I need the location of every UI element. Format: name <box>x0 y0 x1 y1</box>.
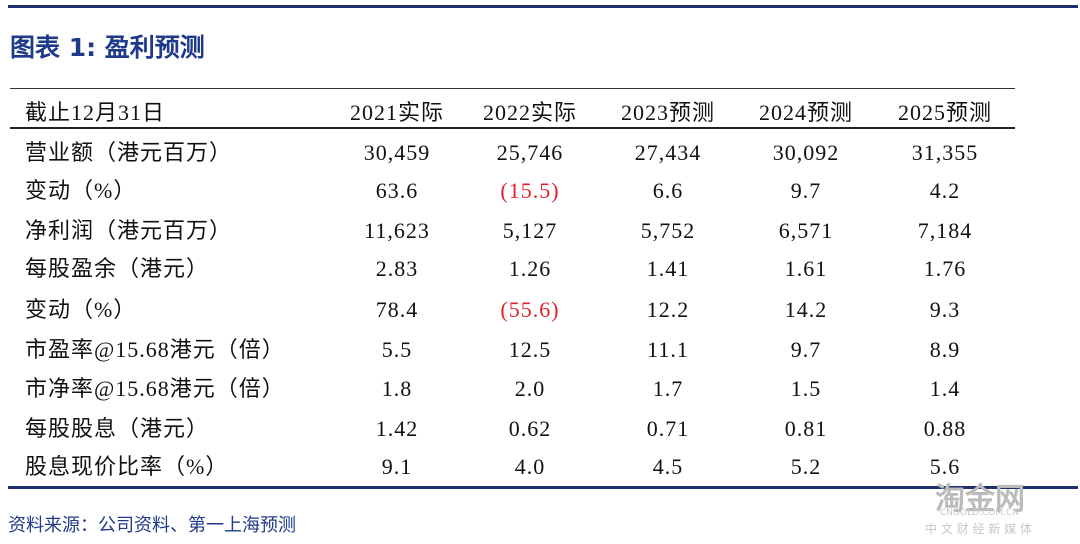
cell-value: 11.1 <box>647 337 689 362</box>
cell-value: 8.9 <box>929 337 961 362</box>
cell-value: 5.5 <box>381 337 413 362</box>
cell-value: 27,434 <box>634 140 702 165</box>
cell-value: 5,752 <box>640 218 696 243</box>
header-top-rule <box>10 88 1015 89</box>
cell-value: 14.2 <box>784 297 828 322</box>
cell-value: 0.88 <box>923 416 967 441</box>
row-label: 每股股息（港元） <box>25 416 210 441</box>
row-label: 净利润（港元百万） <box>25 218 233 243</box>
cell-value: 1.8 <box>381 376 413 401</box>
watermark-slogan: 中 文 财 经 新 媒 体 <box>925 522 1032 536</box>
cell-value: (55.6) <box>500 297 560 322</box>
cell-value: 12.5 <box>508 337 552 362</box>
cell-value: 0.71 <box>646 416 690 441</box>
column-header: 2021实际 <box>349 100 445 125</box>
column-header: 2022实际 <box>482 100 578 125</box>
cell-value: 63.6 <box>375 178 419 203</box>
column-header: 2024预测 <box>758 100 854 125</box>
watermark-domain: CNGOLD.COM.CN <box>940 508 1019 518</box>
row-label: 每股盈余（港元） <box>25 256 210 281</box>
row-label: 变动（%） <box>25 297 137 322</box>
cell-value: 78.4 <box>375 297 419 322</box>
cell-value: 12.2 <box>646 297 690 322</box>
cell-value: 9.1 <box>381 454 413 479</box>
cell-value: 1.4 <box>929 376 961 401</box>
cell-value: 1.61 <box>784 256 828 281</box>
cell-value: 31,355 <box>911 140 979 165</box>
cell-value: 0.62 <box>508 416 552 441</box>
cell-value: 4.5 <box>652 454 684 479</box>
cell-value: (15.5) <box>500 178 560 203</box>
cell-value: 1.42 <box>375 416 419 441</box>
cell-value: 9.7 <box>790 178 822 203</box>
cell-value: 1.76 <box>923 256 967 281</box>
cell-value: 30,459 <box>363 140 431 165</box>
title: 图表 1: 盈利预测 <box>10 33 205 62</box>
column-header: 2023预测 <box>620 100 716 125</box>
cell-value: 0.81 <box>784 416 828 441</box>
cell-value: 6,571 <box>778 218 834 243</box>
row-label: 市净率@15.68港元（倍） <box>25 376 285 401</box>
header-rule <box>10 127 1015 129</box>
cell-value: 1.7 <box>652 376 684 401</box>
row-label: 市盈率@15.68港元（倍） <box>25 337 285 362</box>
cell-value: 5.6 <box>929 454 961 479</box>
cell-value: 9.3 <box>929 297 961 322</box>
top-rule <box>8 5 1078 8</box>
cell-value: 2.83 <box>375 256 419 281</box>
cell-value: 6.6 <box>652 178 684 203</box>
cell-value: 4.0 <box>514 454 546 479</box>
column-header: 截止12月31日 <box>25 100 166 125</box>
watermark-name: 淘金网 <box>935 482 1025 517</box>
cell-value: 2.0 <box>514 376 546 401</box>
cell-value: 5.2 <box>790 454 822 479</box>
cell-value: 11,623 <box>364 218 430 243</box>
cell-value: 5,127 <box>502 218 558 243</box>
column-header: 2025预测 <box>897 100 993 125</box>
row-label: 营业额（港元百万） <box>25 140 233 165</box>
cell-value: 25,746 <box>496 140 564 165</box>
cell-value: 4.2 <box>929 178 961 203</box>
cell-value: 30,092 <box>772 140 840 165</box>
cell-value: 7,184 <box>917 218 973 243</box>
row-label: 变动（%） <box>25 178 137 203</box>
cell-value: 9.7 <box>790 337 822 362</box>
cell-value: 1.41 <box>646 256 690 281</box>
cell-value: 1.26 <box>508 256 552 281</box>
source: 资料来源：公司资料、第一上海预测 <box>8 515 296 535</box>
cell-value: 1.5 <box>790 376 822 401</box>
bottom-rule <box>8 486 1078 489</box>
row-label: 股息现价比率（%） <box>25 454 229 479</box>
